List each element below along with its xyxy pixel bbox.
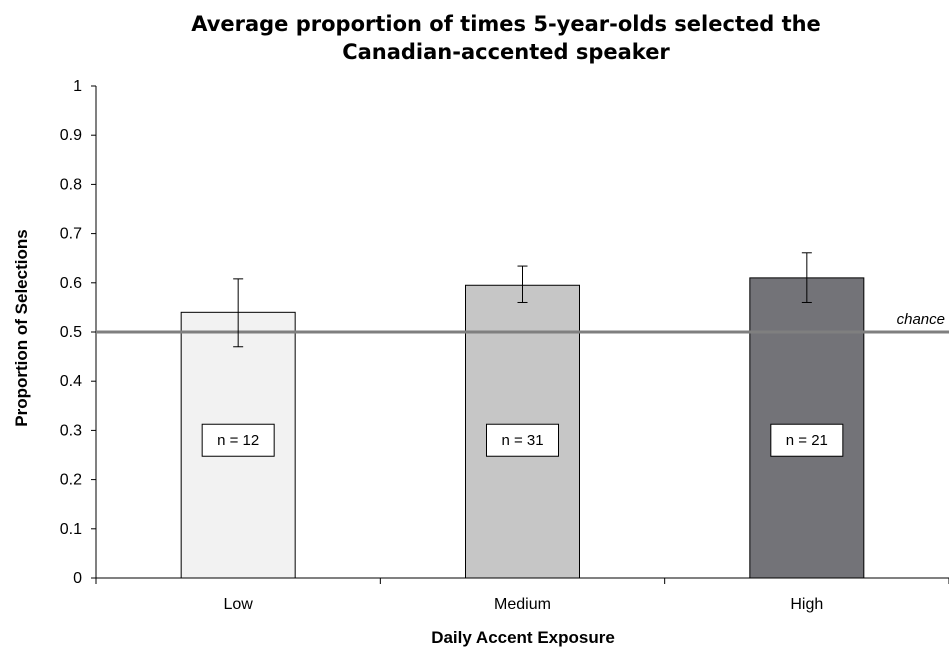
sample-size-box xyxy=(201,423,275,457)
y-tick-label: 1 xyxy=(73,78,82,95)
y-tick-label: 0.2 xyxy=(60,472,82,489)
y-tick-label: 0.1 xyxy=(60,521,82,538)
chance-label: chance xyxy=(897,311,945,328)
x-axis-title: Daily Accent Exposure xyxy=(431,628,615,647)
y-tick-label: 0.4 xyxy=(60,373,82,390)
y-tick-label: 0.6 xyxy=(60,275,82,292)
sample-size-box xyxy=(486,423,559,457)
x-tick-label: Medium xyxy=(494,596,551,613)
sample-size-label: n = 21 xyxy=(786,432,828,449)
y-tick-label: 0.8 xyxy=(60,176,82,193)
error-bars xyxy=(233,252,812,348)
y-axis-title: Proportion of Selections xyxy=(12,229,31,426)
y-tick-label: 0.7 xyxy=(60,226,82,243)
y-tick-label: 0 xyxy=(73,570,82,587)
sample-size-labels: n = 12 n = 31 n = 21 xyxy=(201,423,844,457)
sample-size-label: n = 12 xyxy=(217,432,259,449)
x-tick-label: Low xyxy=(223,596,253,613)
chart-title-line-2: Canadian-accented speaker xyxy=(342,40,670,64)
chart-title-line-1: Average proportion of times 5-year-olds … xyxy=(191,12,821,36)
y-axis: 0 0.1 0.2 0.3 0.4 0.5 0.6 0.7 0.8 0.9 1 xyxy=(60,78,97,587)
sample-size-box xyxy=(770,423,844,457)
y-tick-label: 0.3 xyxy=(60,422,82,439)
y-tick-label: 0.5 xyxy=(60,324,82,341)
sample-size-label: n = 31 xyxy=(501,432,543,449)
y-tick-label: 0.9 xyxy=(60,127,82,144)
x-axis: Low Medium High xyxy=(95,577,949,613)
x-tick-label: High xyxy=(790,596,823,613)
